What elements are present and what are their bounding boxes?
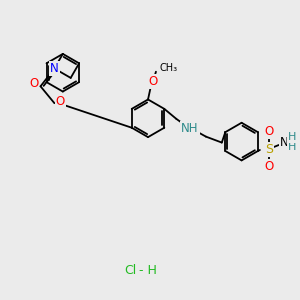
Text: S: S (265, 142, 273, 155)
Text: - H: - H (139, 264, 157, 278)
Text: N: N (50, 62, 59, 75)
Text: H: H (287, 132, 296, 142)
Text: O: O (148, 75, 158, 88)
Text: H: H (287, 142, 296, 152)
Text: O: O (29, 77, 38, 90)
Text: NH: NH (181, 122, 199, 135)
Text: O: O (56, 95, 65, 108)
Text: O: O (264, 125, 273, 138)
Text: N: N (280, 136, 289, 148)
Text: O: O (264, 160, 273, 173)
Text: CH₃: CH₃ (160, 63, 178, 73)
Text: Cl: Cl (124, 264, 136, 278)
